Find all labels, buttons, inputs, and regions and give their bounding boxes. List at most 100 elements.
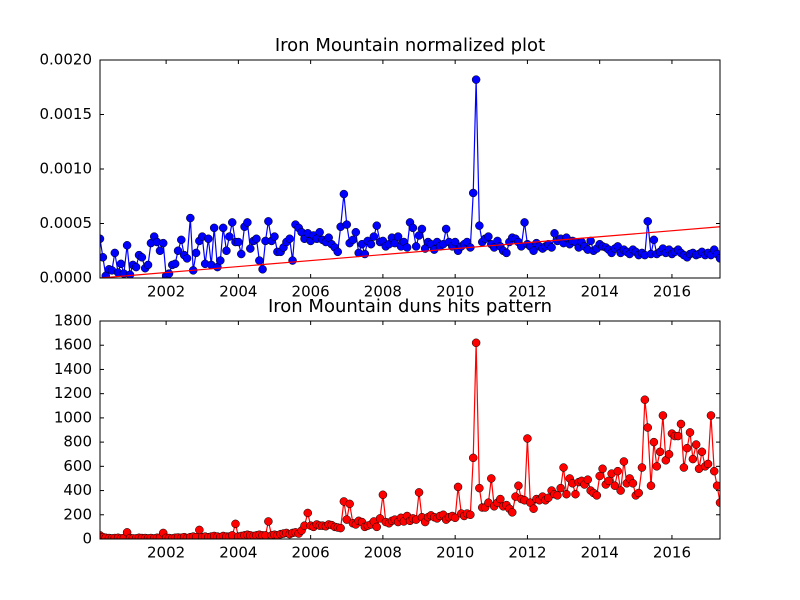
marker	[523, 434, 532, 443]
x-tick-label: 2008	[364, 283, 402, 301]
marker	[408, 223, 418, 233]
x-tick-label: 2004	[219, 544, 257, 562]
marker	[655, 447, 665, 457]
marker	[514, 481, 523, 490]
marker	[336, 523, 345, 533]
marker	[378, 490, 388, 500]
axes-frame	[99, 59, 721, 279]
marker	[529, 504, 538, 513]
chart-title: Iron Mountain normalized plot	[275, 35, 545, 56]
marker	[195, 525, 204, 535]
x-tick-label: 2008	[364, 544, 402, 562]
marker	[703, 459, 713, 469]
marker	[131, 262, 141, 272]
marker	[658, 411, 668, 420]
marker	[471, 75, 481, 84]
y-tick-label: 0	[82, 530, 92, 548]
marker	[270, 232, 279, 241]
marker	[288, 256, 297, 265]
marker	[453, 482, 463, 492]
marker	[475, 221, 484, 230]
marker	[643, 217, 652, 226]
chart-title: Iron Mountain duns hits pattern	[268, 296, 552, 317]
x-tick-label: 2010	[436, 283, 474, 301]
marker	[613, 466, 623, 476]
marker	[475, 483, 484, 493]
x-tick-label: 2006	[292, 544, 330, 562]
marker	[402, 243, 412, 252]
marker	[339, 189, 349, 199]
marker	[258, 265, 267, 274]
x-tick-label: 2012	[508, 544, 546, 562]
marker	[691, 440, 701, 449]
x-tick-label: 2016	[653, 283, 691, 301]
x-tick-label: 2002	[147, 283, 185, 301]
marker	[634, 488, 643, 498]
marker	[225, 232, 234, 241]
marker	[649, 235, 659, 245]
x-tick-label: 2006	[292, 283, 330, 301]
y-tick-label: 1400	[54, 360, 92, 378]
marker	[116, 259, 126, 269]
marker	[559, 463, 568, 472]
y-tick-label: 1800	[54, 312, 92, 330]
subplot: Iron Mountain duns hits pattern 0 200 400 60…	[54, 296, 721, 562]
x-tick-label: 2014	[581, 544, 619, 562]
marker	[110, 248, 120, 258]
y-tick-label: 800	[63, 433, 92, 451]
marker	[496, 494, 505, 504]
marker	[285, 234, 294, 244]
marker	[252, 234, 261, 244]
marker	[164, 269, 174, 278]
marker	[158, 238, 168, 248]
x-tick-label: 2004	[219, 283, 257, 301]
marker	[303, 508, 313, 518]
y-tick-label: 400	[63, 481, 92, 499]
x-tick-label: 2012	[508, 283, 546, 301]
marker	[640, 395, 650, 404]
marker	[520, 218, 529, 227]
marker	[583, 475, 593, 484]
marker	[372, 221, 382, 230]
marker	[471, 338, 481, 348]
series-line	[100, 226, 720, 278]
marker	[414, 488, 424, 497]
marker	[342, 220, 352, 229]
marker	[550, 229, 559, 238]
marker	[170, 259, 180, 269]
marker	[417, 224, 427, 234]
marker	[177, 235, 186, 245]
marker	[204, 234, 213, 244]
marker	[450, 513, 460, 523]
marker	[688, 454, 698, 464]
marker	[628, 479, 638, 488]
marker	[173, 246, 183, 255]
marker	[369, 232, 379, 241]
marker	[697, 447, 707, 457]
marker	[637, 463, 647, 472]
marker	[191, 248, 201, 258]
marker	[441, 224, 451, 234]
marker	[598, 464, 607, 474]
marker	[218, 223, 228, 233]
marker	[529, 246, 538, 255]
marker	[216, 256, 225, 265]
y-tick-label: 0.0015	[40, 105, 93, 123]
x-tick-label: 2010	[436, 544, 474, 562]
marker	[351, 227, 361, 237]
marker	[547, 243, 556, 252]
marker	[348, 235, 358, 245]
marker	[315, 227, 324, 237]
marker	[649, 437, 659, 447]
y-tick-label: 0.0010	[40, 160, 93, 178]
marker	[715, 254, 720, 263]
marker	[592, 491, 602, 500]
marker	[366, 239, 376, 249]
y-tick-label: 0.0005	[40, 214, 93, 232]
marker	[122, 241, 132, 250]
marker	[709, 466, 719, 476]
marker	[182, 254, 192, 263]
x-tick-label: 2014	[581, 283, 619, 301]
